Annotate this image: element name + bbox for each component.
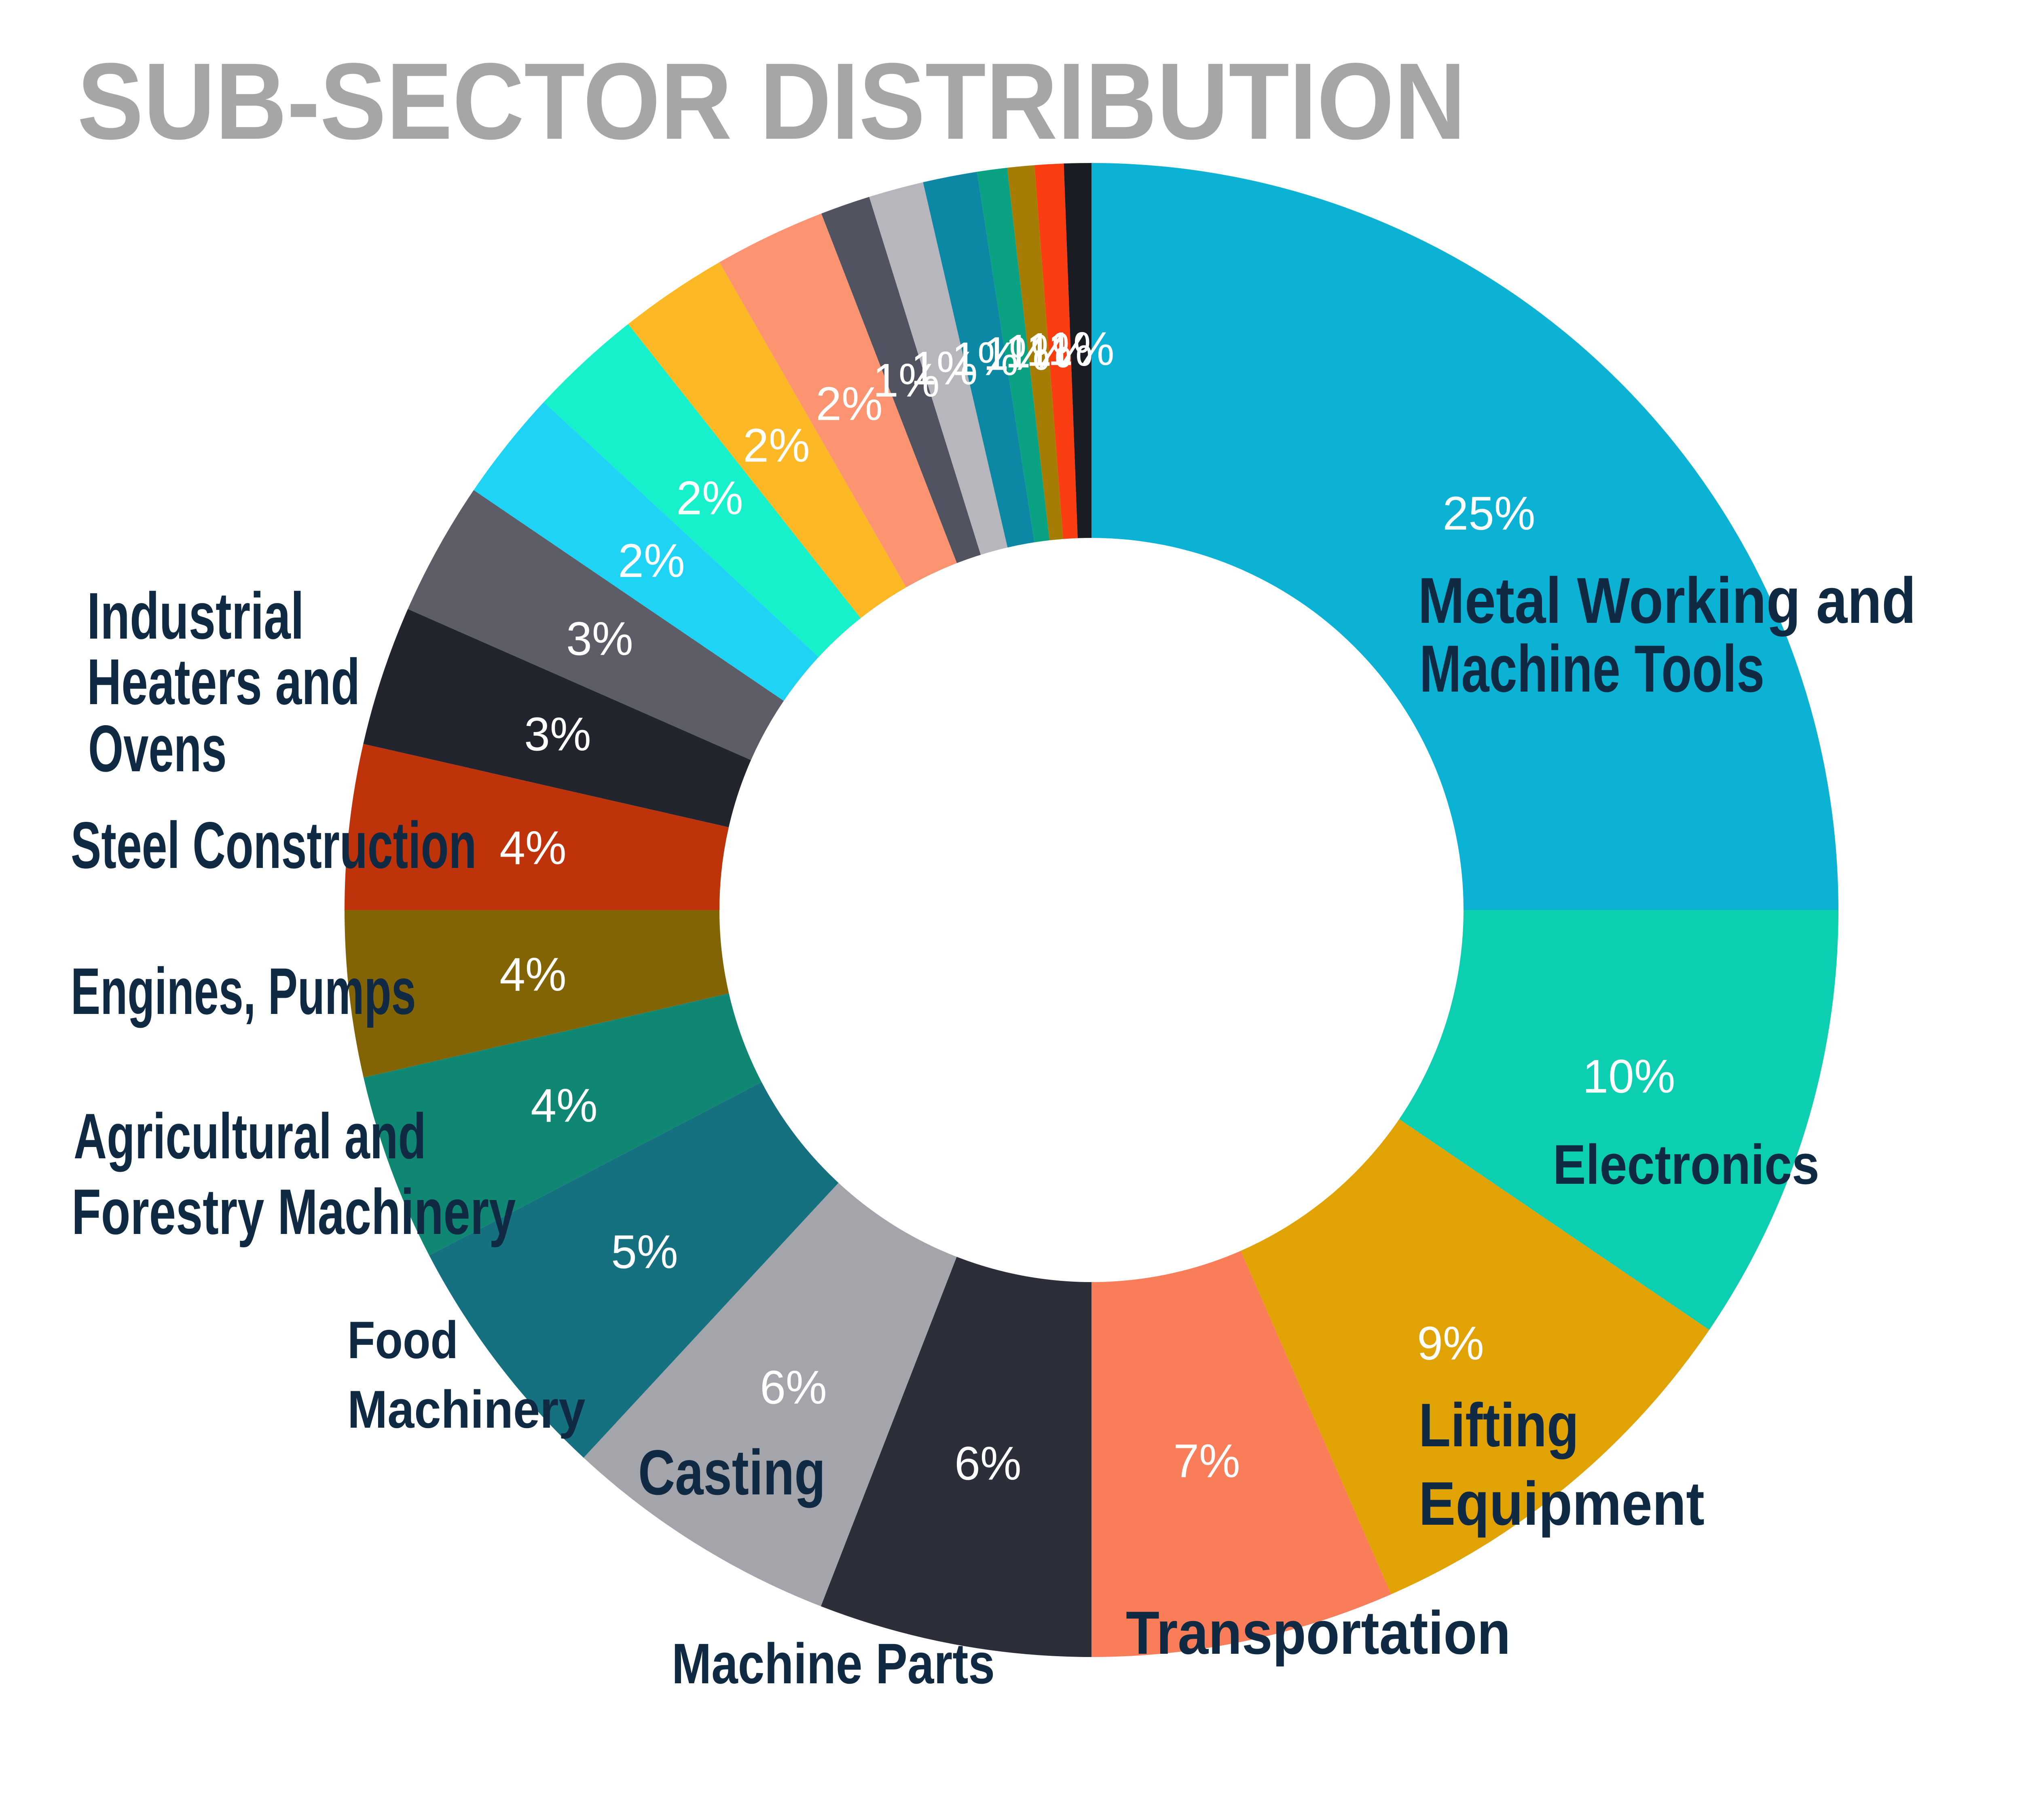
svg-text:9%: 9% bbox=[1417, 1317, 1484, 1370]
svg-text:6%: 6% bbox=[954, 1437, 1022, 1490]
svg-text:3%: 3% bbox=[524, 708, 591, 761]
svg-text:1%: 1% bbox=[952, 332, 1019, 385]
svg-text:1%: 1% bbox=[1047, 322, 1115, 375]
svg-text:2%: 2% bbox=[816, 377, 883, 430]
svg-text:4%: 4% bbox=[531, 1079, 598, 1132]
svg-text:2%: 2% bbox=[743, 419, 810, 472]
svg-text:1%: 1% bbox=[983, 327, 1050, 380]
svg-text:4%: 4% bbox=[499, 821, 567, 874]
svg-text:25%: 25% bbox=[1442, 487, 1535, 540]
svg-text:2%: 2% bbox=[618, 534, 685, 587]
svg-text:2%: 2% bbox=[676, 472, 743, 525]
svg-text:1%: 1% bbox=[1005, 325, 1072, 378]
svg-text:4%: 4% bbox=[499, 948, 567, 1001]
svg-text:1%: 1% bbox=[873, 354, 940, 407]
svg-text:7%: 7% bbox=[1173, 1435, 1240, 1488]
svg-text:6%: 6% bbox=[760, 1361, 827, 1414]
svg-text:1%: 1% bbox=[911, 342, 978, 395]
svg-text:10%: 10% bbox=[1582, 1050, 1675, 1103]
svg-text:5%: 5% bbox=[611, 1225, 678, 1278]
svg-text:1%: 1% bbox=[1026, 323, 1093, 376]
svg-text:3%: 3% bbox=[566, 612, 633, 665]
